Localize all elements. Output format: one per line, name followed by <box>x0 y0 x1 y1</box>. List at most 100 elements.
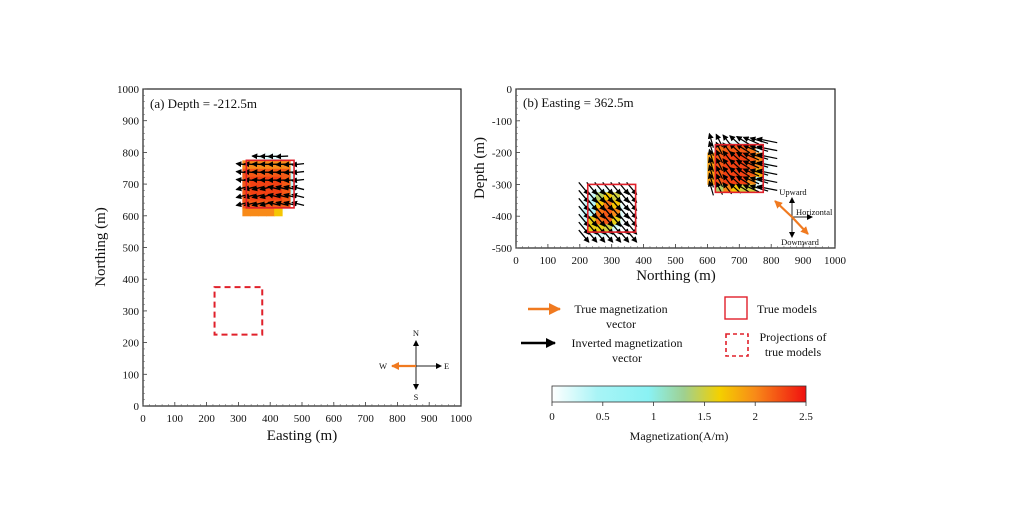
colorbar-tick-label: 0.5 <box>596 411 610 423</box>
legend-projections-line1: Projections of <box>760 330 827 344</box>
inverted-vector <box>715 165 724 180</box>
inverted-vector <box>594 197 606 212</box>
plot-area-a <box>143 89 461 406</box>
true-model-box-b <box>586 183 637 233</box>
x-tick-label: 900 <box>421 413 438 425</box>
y-tick-label: 700 <box>123 179 140 191</box>
colorbar-ticks: 0 0.5 1 1.5 2 2.5 <box>549 402 813 423</box>
y-tick-label: -100 <box>492 116 513 128</box>
x-tick-label: 400 <box>262 413 279 425</box>
y-tick-label: -200 <box>492 148 513 160</box>
y-axis-label-b: Depth (m) <box>472 137 488 199</box>
inverted-vector <box>594 205 606 219</box>
x-tick-label: 1000 <box>450 413 473 425</box>
inverted-vector <box>756 168 778 176</box>
x-tick-label: 500 <box>294 413 311 425</box>
true-vector-arrow-b-up <box>774 200 793 218</box>
inverted-vector <box>602 205 614 219</box>
compass-b: Upward Horizontal Downward <box>774 187 833 247</box>
colorbar: 0 0.5 1 1.5 2 2.5 Magnetization(A/m) <box>549 385 813 443</box>
y-tick-label: 900 <box>123 116 140 128</box>
inverted-vector <box>594 189 606 204</box>
inverted-vector <box>707 132 714 148</box>
inverted-vector <box>610 205 622 219</box>
true-model-box-a <box>245 159 295 209</box>
colorbar-tick-label: 2.5 <box>799 411 813 423</box>
x-tick-label: 600 <box>326 413 343 425</box>
colorbar-tick-label: 1.5 <box>698 411 712 423</box>
inverted-vector <box>610 189 622 204</box>
inverted-vector <box>602 189 614 204</box>
inverted-vector <box>594 213 606 227</box>
true-model-boxes-b <box>586 143 765 233</box>
anomaly-cell <box>274 207 283 217</box>
inverted-vector <box>707 156 714 172</box>
inverted-vector <box>707 180 714 196</box>
anomaly-cell <box>258 207 267 217</box>
compass-horizontal-label: Horizontal <box>796 207 833 217</box>
compass-e: E <box>444 361 449 371</box>
y-tick-label: 400 <box>123 274 140 286</box>
panel-title-b: (b) Easting = 362.5m <box>523 95 634 110</box>
inverted-vector <box>578 229 590 243</box>
y-tick-label: 500 <box>123 243 140 255</box>
x-tick-label: 0 <box>140 413 146 425</box>
legend-inverted-vector-line1: Inverted magnetization <box>572 336 683 350</box>
legend-true-model-icon <box>724 296 748 320</box>
inverted-vector <box>715 173 724 187</box>
inverted-vector <box>618 213 630 227</box>
y-tick-label: 200 <box>123 338 140 350</box>
y-tick-label: 0 <box>507 84 513 96</box>
compass-n: N <box>413 328 419 338</box>
inverted-vector <box>715 157 724 172</box>
x-tick-label: 300 <box>230 413 247 425</box>
panel-a-depth-slice: 0 100 200 300 400 500 600 700 800 900 1000 0 100 200… <box>93 84 473 444</box>
inverted-vector <box>756 144 778 152</box>
inverted-vector <box>729 159 742 170</box>
inverted-vector <box>707 140 714 156</box>
inverted-vectors-a <box>235 153 305 208</box>
inverted-vectors-b <box>578 132 778 243</box>
inverted-vector <box>729 166 742 178</box>
x-tick-label: 900 <box>795 255 812 267</box>
x-tick-label: 100 <box>540 255 557 267</box>
x-tick-label: 400 <box>635 255 652 267</box>
y-tick-label: -300 <box>492 179 513 191</box>
x-axis-label-a: Easting (m) <box>267 428 337 444</box>
colorbar-tick-label: 0 <box>549 411 555 423</box>
legend-projections-line2: true models <box>765 345 822 359</box>
panel-b-vertical-section: 0 100 200 300 400 500 600 700 800 900 1000 0 -100 -2… <box>472 84 847 284</box>
x-tick-label: 700 <box>731 255 748 267</box>
anomaly-cell <box>266 207 275 217</box>
inverted-vector <box>618 189 630 204</box>
compass-upward-label: Upward <box>779 187 807 197</box>
inverted-vector <box>602 213 614 227</box>
x-tick-label: 200 <box>572 255 589 267</box>
inverted-vector <box>756 136 778 144</box>
projection-model-box-a <box>213 286 264 336</box>
y-tick-label: 300 <box>123 306 140 318</box>
compass-s: S <box>414 392 419 402</box>
plot-area-b <box>516 89 835 248</box>
x-axis-label-b: Northing (m) <box>636 268 716 284</box>
inverted-vector <box>610 213 622 227</box>
y-tick-label: -400 <box>492 211 513 223</box>
inverted-vector <box>707 148 714 164</box>
inverted-vector <box>756 184 778 191</box>
inverted-vector <box>707 172 714 188</box>
legend-projection-icon <box>725 333 749 357</box>
y-tick-label: 100 <box>123 369 140 381</box>
x-tick-label: 0 <box>513 255 519 267</box>
x-tick-label: 600 <box>699 255 716 267</box>
inverted-vector <box>715 149 724 164</box>
y-tick-label: 1000 <box>117 84 140 96</box>
colorbar-gradient <box>551 385 807 403</box>
y-axis-label-a: Northing (m) <box>93 207 109 287</box>
legend-true-models-label: True models <box>757 302 817 316</box>
y-tick-label: 600 <box>123 211 140 223</box>
true-vector-arrow-b-down <box>791 216 809 235</box>
y-ticks-b: 0 -100 -200 -300 -400 -500 <box>492 84 520 255</box>
inverted-vector <box>707 164 714 180</box>
x-ticks-a: 0 100 200 300 400 500 600 700 800 900 1000 <box>140 402 473 425</box>
